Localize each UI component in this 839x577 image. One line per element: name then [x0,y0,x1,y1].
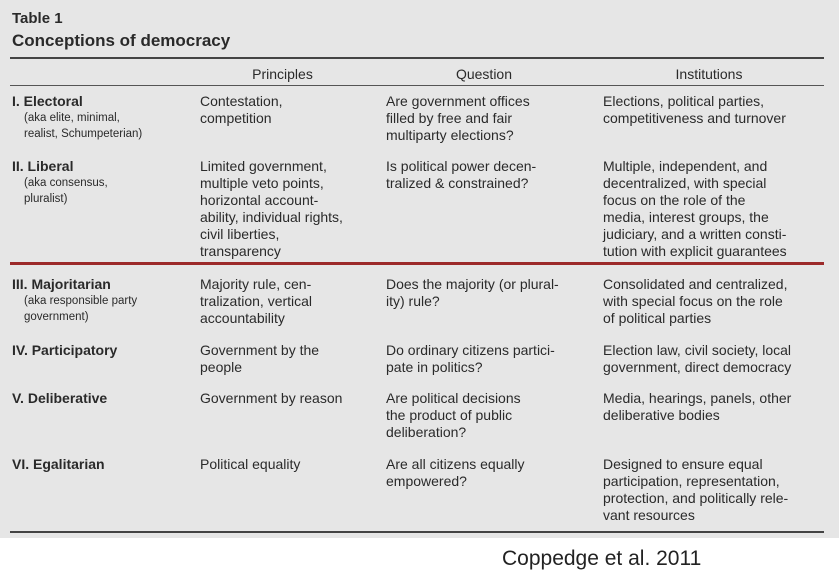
row-majoritarian-institutions: Consolidated and centralized, with specia… [603,276,788,326]
citation-credit: Coppedge et al. 2011 [502,547,702,570]
row-electoral-type: I. Electoral (aka elite, minimal, realis… [12,93,143,140]
row-deliberative-institutions: Media, hearings, panels, other deliberati… [603,390,792,423]
row-participatory-institutions: Election law, civil society, local govern… [603,342,792,375]
divider-red-line [10,262,824,265]
row-electoral-institutions: Elections, political parties, competitive… [603,93,786,126]
row-liberal-institutions: Multiple, independent, and decentralized,… [603,158,787,259]
row-majoritarian-type: III. Majoritarian (aka responsible party… [12,276,138,323]
row-liberal-question: Is political power decen-tralized & cons… [386,158,537,191]
header-rule [10,85,824,86]
header-principles: Principles [252,66,313,82]
row-egalitarian-question: Are all citizens equally empowered? [386,456,525,489]
row-egalitarian-institutions: Designed to ensure equal participation, r… [603,456,789,523]
header-institutions: Institutions [675,66,743,82]
table-panel: Table 1 Conceptions of democracy Princip… [0,0,839,538]
top-rule [10,57,824,59]
row-participatory-question: Do ordinary citizens partici-pate in pol… [386,342,555,375]
row-deliberative-principles: Government by reason [200,390,343,406]
row-participatory-type: IV. Participatory [12,342,118,358]
row-liberal-type: II. Liberal (aka consensus, pluralist) [12,158,108,205]
table-label: Table 1 [12,10,63,27]
row-liberal-principles: Limited government, multiple veto points,… [200,158,343,259]
row-egalitarian-type: VI. Egalitarian [12,456,105,472]
row-electoral-principles: Contestation, competition [200,93,283,126]
row-majoritarian-question: Does the majority (or plural-ity) rule? [386,276,559,309]
bottom-rule [10,531,824,533]
row-egalitarian-principles: Political equality [200,456,301,472]
row-deliberative-type: V. Deliberative [12,390,108,406]
table-title: Conceptions of democracy [12,31,231,50]
row-electoral-question: Are government offices filled by free and… [386,93,530,143]
row-majoritarian-principles: Majority rule, cen-tralization, vertical… [200,276,313,326]
row-participatory-principles: Government by the people [200,342,320,375]
row-deliberative-question: Are political decisions the product of pu… [386,390,521,440]
header-question: Question [455,66,513,82]
